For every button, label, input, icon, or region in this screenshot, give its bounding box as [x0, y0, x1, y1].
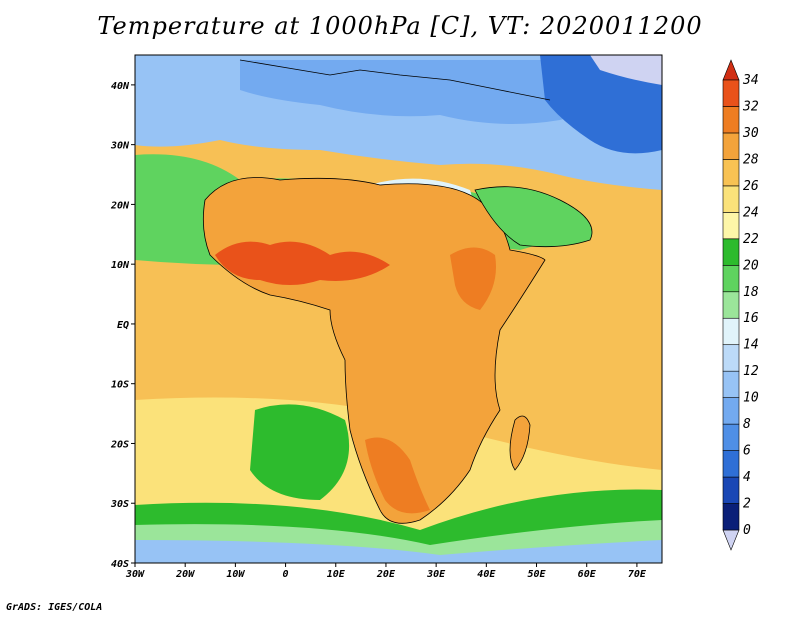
colorbar-label: 22: [743, 232, 759, 247]
colorbar-label: 4: [743, 470, 751, 485]
lat-tick-label: 10S: [111, 380, 129, 391]
colorbar-segment: [722, 397, 740, 425]
lon-tick-label: 20W: [175, 569, 195, 580]
lon-tick-label: 60E: [578, 569, 597, 580]
snow-cap: [590, 55, 662, 85]
temperature-field: [135, 55, 662, 563]
band-south-cool: [135, 540, 662, 563]
lon-tick-label: 0: [283, 569, 289, 580]
lon-tick-label: 30E: [426, 569, 446, 580]
lon-tick-label: 30W: [125, 569, 145, 580]
colorbar-segment: [722, 450, 740, 478]
colorbar-segment: [722, 185, 740, 213]
map-frame: [134, 54, 663, 564]
colorbar-segment: [722, 344, 740, 372]
south-atlantic-green: [250, 404, 350, 500]
colorbar-segment: [722, 291, 740, 319]
lat-tick-label: EQ: [117, 320, 129, 331]
colorbar-label: 18: [743, 285, 759, 300]
colorbar-label: 14: [743, 338, 759, 353]
colorbar-segment: [722, 264, 740, 293]
colorbar-label: 20: [743, 258, 759, 273]
colorbar-label: 8: [743, 417, 751, 432]
colorbar-label: 32: [742, 99, 759, 114]
lon-tick-label: 20E: [376, 569, 396, 580]
colorbar-segment: [722, 476, 740, 504]
west-africa-heat: [215, 241, 390, 285]
lat-tick-label: 20S: [110, 439, 129, 450]
colorbar-segment: [722, 238, 740, 266]
lon-tick-label: 70E: [628, 569, 647, 580]
asia-cold: [540, 55, 662, 154]
chart-title: Temperature at 1000hPa [C], VT: 20200112…: [97, 12, 703, 40]
colorbar-segment: [722, 503, 740, 531]
lon-tick-label: 50E: [527, 569, 546, 580]
lat-tick-label: 30N: [110, 141, 130, 152]
colorbar-segment: [722, 79, 740, 107]
colorbar-label: 12: [743, 364, 759, 379]
axis-ticks: 30W 20W 10W 0 10E 20E 30E 40E 50E 60E 70E 40S 30S 20S…: [110, 81, 647, 580]
arabia-land: [474, 186, 593, 248]
lat-tick-label: 20N: [110, 200, 130, 211]
colorbar-max-arrow: [722, 59, 740, 81]
lon-tick-label: 40E: [477, 569, 496, 580]
colorbar-segment: [722, 212, 740, 240]
colorbar-label: 28: [743, 152, 759, 167]
colorbar-segment: [722, 106, 740, 134]
lat-tick-label: 10N: [111, 260, 130, 271]
lat-tick-label: 30S: [110, 499, 129, 510]
colorbar-segment: [722, 132, 740, 160]
colorbar-label: 2: [743, 497, 751, 512]
colorbar-label: 6: [743, 444, 751, 459]
europe-coast: [239, 59, 551, 101]
east-africa-heat: [450, 247, 496, 310]
southern-africa-heat: [365, 437, 430, 514]
colorbar-label: 26: [743, 179, 759, 194]
med-cold: [240, 60, 600, 124]
colorbar-label: 16: [743, 311, 759, 326]
lat-tick-label: 40S: [111, 559, 129, 570]
madagascar: [509, 415, 531, 471]
colorbar-segment: [722, 423, 740, 451]
colorbar-label: 10: [743, 391, 759, 406]
colorbar-segment: [722, 370, 740, 398]
lon-tick-label: 10W: [226, 569, 245, 580]
grads-credit: GrADS: IGES/COLA: [6, 602, 103, 613]
colorbar-segment: [722, 317, 740, 346]
colorbar-segment: [722, 159, 740, 187]
colorbar-label: 34: [742, 73, 759, 88]
colorbar-label: 30: [742, 126, 759, 141]
colorbar-min-arrow: [722, 529, 740, 551]
lon-tick-label: 10E: [327, 569, 346, 580]
colorbar-label: 24: [743, 205, 759, 220]
colorbar-label: 0: [743, 523, 751, 538]
lat-tick-label: 40N: [111, 81, 130, 92]
map-panel: 30W 20W 10W 0 10E 20E 30E 40E 50E 60E 70E 40S 30S 20S…: [110, 54, 663, 580]
